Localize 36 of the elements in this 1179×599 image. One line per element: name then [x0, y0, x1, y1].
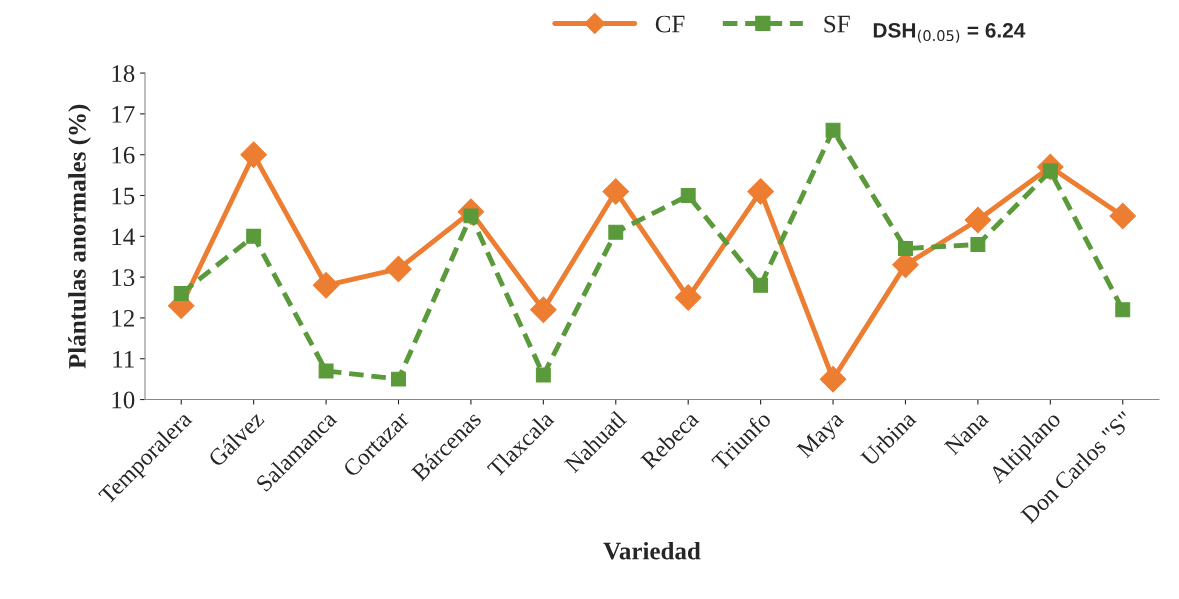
point: [391, 371, 406, 387]
point: [747, 178, 774, 205]
y-tick-label: 15: [112, 187, 135, 205]
x-axis-title: Variedad: [603, 541, 701, 560]
y-tick-label: 11: [113, 350, 134, 368]
point: [246, 228, 262, 244]
point: [1109, 202, 1137, 230]
point: [898, 241, 913, 257]
point: [674, 284, 702, 311]
point: [819, 365, 847, 393]
y-tick-label: 16: [112, 146, 135, 164]
point: [530, 296, 557, 324]
point: [964, 206, 992, 234]
point: [318, 363, 334, 379]
point: [535, 367, 551, 383]
y-tick-label: 18: [112, 65, 135, 82]
point: [312, 271, 340, 299]
point: [602, 178, 630, 205]
legend-label: CF: [655, 15, 685, 33]
point: [825, 122, 841, 138]
point: [753, 277, 769, 293]
y-tick-label: 17: [112, 106, 135, 123]
text: DSH$_{(0.05)}$ = 6.24: [873, 22, 1026, 43]
y-tick-label: 12: [112, 310, 134, 327]
point: [240, 141, 267, 168]
y-axis-title: Plántulas anormales (%): [68, 104, 91, 369]
point: [608, 224, 624, 240]
point: [173, 285, 189, 301]
point: [385, 255, 412, 283]
point: [680, 188, 696, 203]
y-tick-label: 14: [112, 228, 135, 245]
y-tick-label: 10: [112, 391, 135, 409]
legend-label: SF: [824, 15, 850, 33]
point: [970, 237, 986, 252]
point: [1115, 302, 1131, 318]
y-tick-label: 13: [112, 269, 135, 287]
